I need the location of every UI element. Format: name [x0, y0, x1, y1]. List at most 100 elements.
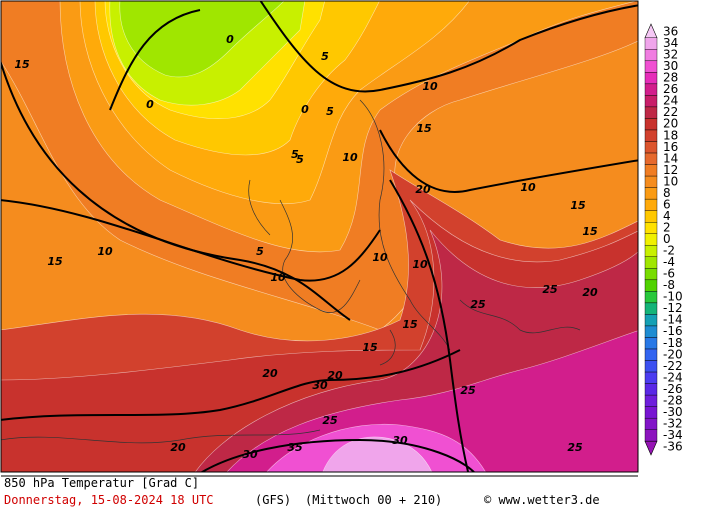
- coastline: [248, 179, 271, 236]
- contour-label: 0: [301, 103, 309, 116]
- legend-label: -8: [663, 278, 675, 292]
- legend-label: 16: [663, 140, 678, 154]
- legend-swatch: [644, 37, 658, 50]
- legend-swatch: [644, 302, 658, 315]
- isotherm: [200, 438, 476, 472]
- contour-label: 35: [287, 441, 303, 454]
- legend-label: -10: [663, 290, 683, 304]
- isotherm: [1, 349, 461, 421]
- run-info: (Mittwoch 00 + 210): [305, 493, 442, 507]
- legend-label: 2: [663, 220, 671, 234]
- isotherm: [389, 179, 470, 472]
- legend-swatch: [644, 60, 658, 73]
- legend-label: -12: [663, 301, 683, 315]
- legend-label: 36: [663, 25, 678, 39]
- model-name: (GFS): [255, 493, 291, 507]
- legend-label: 14: [663, 151, 678, 165]
- contour-label: 5: [326, 105, 334, 118]
- contour-label: 15: [47, 255, 63, 268]
- legend-swatch: [644, 348, 658, 361]
- legend-swatch: [644, 279, 658, 292]
- legend-label: -18: [663, 336, 683, 350]
- contour-label: 15: [402, 318, 418, 331]
- legend-label: 26: [663, 82, 678, 96]
- legend-swatch: [644, 164, 658, 177]
- valid-date: Donnerstag, 15-08-2024 18 UTC: [4, 493, 214, 507]
- legend-label: 18: [663, 128, 678, 142]
- contour-label: 5: [291, 148, 299, 161]
- legend-swatch: [644, 129, 658, 142]
- contour-label: 20: [327, 369, 343, 382]
- legend-swatch: [644, 187, 658, 200]
- legend-label: 28: [663, 71, 678, 85]
- legend-swatch: [644, 314, 658, 327]
- legend-label: 8: [663, 186, 671, 200]
- legend-swatch: [644, 83, 658, 96]
- contour-label: 5: [256, 245, 264, 258]
- contour-label: 5: [296, 153, 304, 166]
- contour-label: 10: [270, 271, 286, 284]
- legend-label: 0: [663, 232, 671, 246]
- legend-swatch: [644, 118, 658, 131]
- legend-label: -36: [663, 440, 683, 454]
- legend-swatch: [644, 233, 658, 246]
- contour-label: 10: [97, 245, 113, 258]
- legend-swatch: [644, 210, 658, 223]
- contour-label: 10: [520, 181, 536, 194]
- contour-label: 25: [542, 283, 558, 296]
- legend-swatch: [644, 417, 658, 430]
- legend-label: 12: [663, 163, 678, 177]
- legend-label: -2: [663, 244, 675, 258]
- legend-swatch: [644, 106, 658, 119]
- temperature-area: [322, 436, 433, 472]
- legend-label: 34: [663, 36, 678, 50]
- contour-label: 15: [14, 58, 30, 71]
- isotherm: [379, 129, 638, 193]
- legend-label: 30: [663, 59, 678, 73]
- temperature-area: [119, 1, 285, 78]
- coastline: [459, 299, 581, 334]
- contour-label: 10: [372, 251, 388, 264]
- contour-label: 20: [415, 183, 431, 196]
- legend-label: -32: [663, 416, 683, 430]
- contour-label: 25: [567, 441, 583, 454]
- legend-swatch: [644, 268, 658, 281]
- legend-swatch: [644, 440, 658, 456]
- contour-label: 10: [412, 258, 428, 271]
- legend-swatch: [644, 95, 658, 108]
- legend-swatch: [644, 222, 658, 234]
- legend-label: -30: [663, 405, 683, 419]
- contour-label: 15: [416, 122, 432, 135]
- contour-label: 0: [146, 98, 154, 111]
- legend-swatch: [644, 383, 658, 396]
- legend-label: -4: [663, 255, 675, 269]
- isotherm: [259, 1, 638, 93]
- legend-swatch: [644, 175, 658, 188]
- isotherm: [109, 9, 201, 111]
- field-name: 850 hPa Temperatur [Grad C]: [4, 476, 199, 490]
- legend-swatch: [644, 198, 658, 211]
- contour-label: 15: [582, 225, 598, 238]
- contour-label: 20: [170, 441, 186, 454]
- legend-swatch: [644, 360, 658, 373]
- legend-swatch: [644, 152, 658, 165]
- coastline: [279, 199, 361, 313]
- contour-label: 10: [342, 151, 358, 164]
- coastline: [1, 429, 321, 444]
- legend-swatch: [644, 337, 658, 350]
- contour-label: 25: [460, 384, 476, 397]
- legend-label: -14: [663, 313, 683, 327]
- legend-label: -22: [663, 359, 683, 373]
- legend-label: 6: [663, 197, 671, 211]
- legend-label: 10: [663, 174, 678, 188]
- contour-label: 10: [422, 80, 438, 93]
- legend-swatch: [644, 141, 658, 154]
- legend-label: 24: [663, 94, 678, 108]
- contour-label: 25: [322, 414, 338, 427]
- legend-swatch: [644, 291, 658, 304]
- legend-swatch: [644, 406, 658, 419]
- coastline: [359, 99, 451, 351]
- contour-label: 15: [362, 341, 378, 354]
- legend-label: -24: [663, 370, 683, 384]
